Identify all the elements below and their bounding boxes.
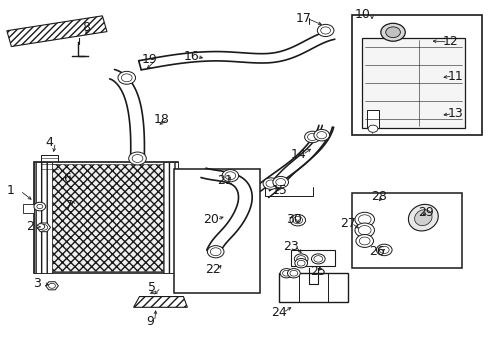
Text: 26: 26	[369, 245, 385, 258]
Text: 8: 8	[82, 21, 90, 34]
Bar	[41, 155, 58, 173]
Bar	[362, 39, 465, 128]
Ellipse shape	[408, 204, 438, 231]
Bar	[352, 15, 482, 135]
Circle shape	[293, 217, 303, 224]
Circle shape	[312, 254, 325, 264]
Circle shape	[273, 176, 289, 188]
Bar	[292, 250, 335, 266]
Circle shape	[314, 256, 323, 262]
Text: 28: 28	[371, 190, 387, 203]
Circle shape	[295, 258, 308, 268]
Text: 5: 5	[148, 281, 156, 294]
Circle shape	[381, 23, 405, 41]
Bar	[34, 162, 178, 273]
Circle shape	[290, 215, 306, 226]
Bar	[279, 273, 347, 302]
Circle shape	[40, 225, 48, 230]
Text: 2: 2	[26, 220, 34, 233]
Text: 22: 22	[205, 263, 221, 276]
Circle shape	[266, 180, 276, 187]
Text: 30: 30	[286, 213, 302, 226]
Bar	[34, 162, 52, 273]
Circle shape	[34, 202, 46, 211]
Circle shape	[290, 270, 298, 276]
Circle shape	[129, 152, 147, 165]
Circle shape	[318, 24, 334, 37]
Circle shape	[225, 172, 236, 180]
Text: 16: 16	[183, 50, 199, 63]
Circle shape	[122, 74, 132, 82]
Text: 27: 27	[340, 216, 356, 230]
Circle shape	[49, 283, 55, 288]
Text: 9: 9	[146, 315, 154, 328]
Text: 29: 29	[418, 206, 434, 219]
Circle shape	[288, 269, 300, 278]
Circle shape	[37, 224, 45, 229]
Text: 15: 15	[271, 184, 287, 197]
Circle shape	[207, 246, 224, 258]
Circle shape	[359, 237, 370, 245]
Circle shape	[358, 226, 371, 235]
Circle shape	[355, 212, 374, 226]
Text: 3: 3	[33, 278, 41, 291]
Text: 20: 20	[203, 213, 219, 226]
Circle shape	[305, 131, 320, 143]
Text: 1: 1	[6, 184, 14, 197]
Text: 25: 25	[310, 265, 326, 278]
Text: 17: 17	[295, 12, 312, 25]
Polygon shape	[134, 297, 187, 307]
Text: 7: 7	[65, 199, 73, 212]
Bar	[367, 110, 379, 128]
Text: 4: 4	[46, 136, 53, 149]
Text: 21: 21	[218, 174, 233, 186]
Circle shape	[294, 254, 308, 264]
Circle shape	[276, 179, 286, 186]
Text: 11: 11	[447, 69, 463, 82]
Bar	[23, 204, 34, 213]
Circle shape	[280, 269, 293, 278]
Circle shape	[118, 71, 136, 84]
Circle shape	[297, 260, 305, 266]
Circle shape	[355, 223, 374, 237]
Circle shape	[263, 178, 279, 189]
Circle shape	[283, 270, 291, 276]
Circle shape	[356, 234, 373, 247]
Bar	[52, 164, 163, 271]
Text: 19: 19	[142, 53, 158, 66]
Circle shape	[37, 204, 43, 209]
Ellipse shape	[415, 210, 432, 226]
Bar	[163, 162, 178, 273]
Circle shape	[297, 256, 306, 262]
Text: 18: 18	[154, 113, 170, 126]
Text: 23: 23	[284, 240, 299, 253]
Circle shape	[210, 248, 221, 256]
Text: 12: 12	[442, 35, 458, 49]
Circle shape	[132, 154, 143, 162]
Text: 6: 6	[63, 172, 71, 185]
Polygon shape	[7, 16, 107, 46]
Text: 24: 24	[271, 306, 287, 319]
Text: 10: 10	[354, 8, 370, 21]
Text: 13: 13	[447, 107, 463, 120]
Text: 14: 14	[291, 148, 307, 161]
Circle shape	[314, 130, 330, 141]
Circle shape	[222, 170, 239, 182]
Circle shape	[376, 244, 392, 256]
Circle shape	[317, 132, 327, 139]
Bar	[174, 169, 260, 293]
Circle shape	[358, 215, 371, 224]
Circle shape	[386, 27, 400, 38]
Circle shape	[379, 246, 389, 253]
Circle shape	[368, 125, 378, 132]
Circle shape	[308, 134, 318, 140]
Circle shape	[321, 27, 331, 34]
Bar	[352, 193, 463, 268]
